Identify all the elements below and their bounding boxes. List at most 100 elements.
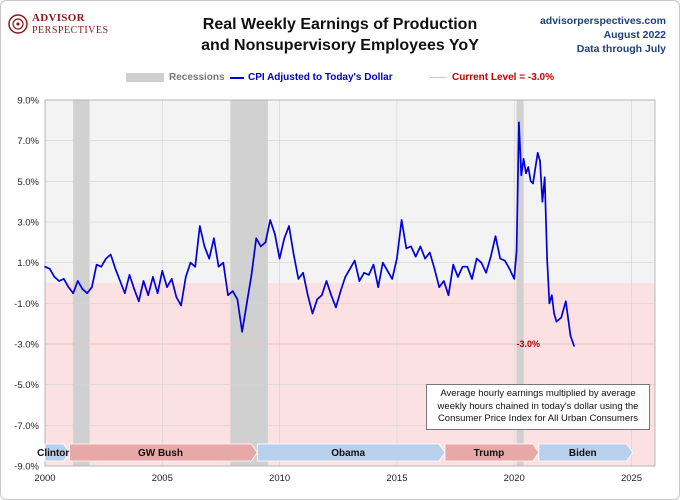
data-point (419, 245, 422, 248)
era-arrow-0 (44, 443, 71, 462)
data-point (330, 294, 333, 297)
data-point (543, 176, 546, 179)
era-label: GW Bush (138, 448, 183, 459)
y-tick-label: -9.0% (14, 462, 39, 473)
data-point (494, 235, 497, 237)
data-point (548, 302, 551, 305)
legend-recession-swatch (126, 73, 164, 82)
data-point (414, 255, 417, 258)
data-point (114, 268, 117, 270)
legend-series-swatch (230, 76, 244, 79)
y-tick-label: -3.0% (14, 340, 39, 351)
y-tick-label: 9.0% (17, 96, 39, 107)
data-point (138, 300, 140, 303)
data-point (124, 292, 126, 295)
data-point (133, 288, 135, 290)
series-line-0 (44, 121, 575, 347)
data-point (405, 247, 408, 250)
data-point (246, 302, 248, 305)
data-point (553, 312, 555, 315)
data-point (147, 294, 149, 297)
data-point (119, 280, 121, 282)
data-point (44, 265, 46, 268)
x-tick-label: 2005 (152, 473, 173, 484)
data-point (222, 261, 225, 264)
source-date: August 2022 (603, 29, 666, 41)
data-point (569, 335, 572, 337)
data-point (377, 286, 380, 288)
data-point (288, 225, 290, 227)
chart-title-line2: and Nonsupervisory Employees YoY (201, 37, 479, 54)
x-tick-label: 2000 (34, 473, 55, 484)
data-point (105, 257, 107, 260)
era-label: Biden (569, 448, 597, 459)
data-point (264, 241, 267, 244)
data-point (443, 280, 445, 282)
legend-recessions: Recessions (126, 72, 225, 83)
data-point (515, 249, 518, 252)
data-point (203, 245, 206, 248)
y-tick-label: -1.0% (14, 299, 39, 310)
era-label: Obama (331, 448, 365, 459)
legend-current-swatch (430, 77, 446, 78)
plot-border (44, 99, 656, 467)
data-point (170, 278, 173, 280)
data-point (438, 286, 441, 288)
y-tick-label: 5.0% (17, 177, 39, 188)
data-point (447, 294, 450, 297)
y-tick-label: 3.0% (17, 218, 39, 229)
data-point (433, 268, 436, 270)
x-tick-label: 2010 (269, 473, 290, 484)
data-point (180, 304, 182, 307)
data-point (382, 261, 384, 264)
data-point (236, 298, 239, 301)
recession-band-0 (73, 100, 90, 466)
logo-text-perspectives: PERSPECTIVES (32, 25, 109, 36)
era-arrow-3 (444, 443, 540, 462)
y-tick-label: 1.0% (17, 258, 39, 269)
source-site: advisorperspectives.com (539, 15, 666, 27)
data-point (368, 274, 370, 276)
data-point (72, 292, 74, 295)
data-point (396, 257, 398, 260)
data-point (213, 237, 215, 240)
data-point (391, 278, 394, 280)
y-tick-label: -7.0% (14, 421, 39, 432)
data-point (490, 255, 492, 258)
data-point (283, 237, 286, 240)
logo-mark-icon (8, 14, 28, 34)
data-point (67, 286, 70, 288)
data-point (302, 272, 304, 274)
data-point (152, 276, 154, 278)
data-point (48, 268, 51, 270)
data-point (307, 294, 309, 297)
data-point (278, 257, 281, 260)
legend-current-label: Current Level = -3.0% (452, 72, 554, 83)
data-point (529, 180, 532, 183)
advisor-perspectives-logo: ADVISOR PERSPECTIVES (8, 10, 118, 42)
data-point (175, 296, 178, 299)
data-point (185, 276, 187, 278)
data-point (194, 265, 196, 268)
data-point (508, 268, 511, 270)
data-point (297, 278, 300, 280)
data-point (536, 152, 539, 154)
data-point (53, 276, 56, 278)
data-point (429, 251, 431, 254)
data-point (86, 292, 88, 295)
x-tick-label: 2025 (621, 473, 642, 484)
data-point (475, 257, 478, 260)
data-point (255, 237, 257, 240)
data-point (532, 182, 534, 185)
data-point (372, 263, 375, 266)
data-point (386, 270, 389, 272)
data-point (292, 253, 295, 256)
data-point (527, 166, 530, 168)
data-point (457, 276, 459, 278)
data-point (339, 290, 342, 292)
era-label: Clinton (37, 448, 71, 459)
legend-series-label: CPI Adjusted to Today's Dollar (248, 72, 393, 83)
era-arrow-4 (538, 443, 634, 462)
data-point (95, 263, 98, 266)
data-point (358, 280, 361, 282)
